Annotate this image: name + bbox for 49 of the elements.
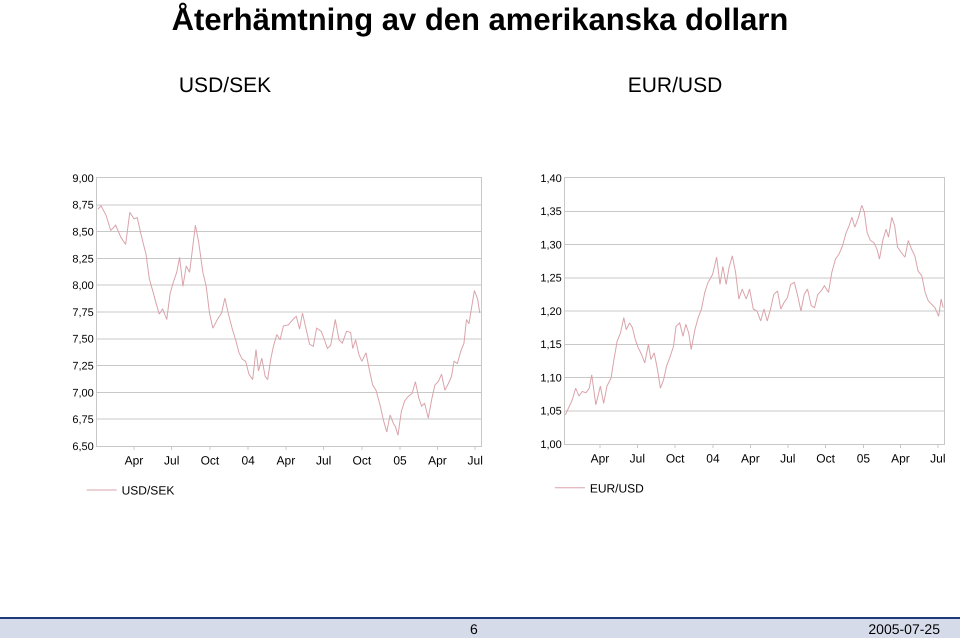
x-tick-label: Jul [468,453,483,468]
x-tick-label: 05 [856,451,870,466]
y-tick-label: 6,50 [72,440,94,453]
y-tick-label: 1,40 [540,172,562,185]
x-tick-label: Jul [164,453,180,468]
y-tick-label: 1,35 [540,206,562,218]
y-tick-label: 1,25 [540,272,562,285]
x-tick-label: Apr [590,451,610,466]
y-tick-label: 1,05 [540,406,562,418]
line-series [565,204,944,416]
x-tick-label: 05 [393,453,408,468]
x-tick-label: Apr [124,453,144,468]
y-tick-label: 7,75 [72,306,94,319]
y-tick-label: 1,15 [540,339,562,352]
x-tick-label: Apr [276,453,296,468]
x-tick-label: Apr [891,451,910,466]
chart-title: EUR/USD [626,74,724,98]
x-tick-label: Oct [352,453,372,468]
chart-subtitle: USD/SEK [178,74,272,98]
x-tick-label: Apr [428,453,447,468]
x-tick-label: Jul [630,451,646,466]
y-tick-label: 7,00 [72,387,94,400]
x-tick-label: 04 [706,451,720,466]
text: 6 [470,621,478,637]
x-tick-label: Oct [816,451,836,466]
y-tick-label: 9,00 [72,172,94,185]
line-series [97,205,480,436]
y-tick-label: 8,25 [72,253,94,266]
x-tick-label: Apr [741,451,760,466]
y-tick-label: 8,50 [72,226,94,238]
y-tick-label: 1,10 [540,372,562,384]
x-tick-label: Oct [200,453,220,468]
y-tick-label: 6,75 [72,414,94,426]
x-tick-label: 04 [241,453,256,468]
y-tick-label: 1,20 [540,306,562,318]
legend-label: USD/SEK [122,484,174,498]
legend-label: EUR/USD [590,481,644,496]
y-tick-label: 1,30 [540,239,562,252]
x-tick-label: Jul [780,451,796,466]
text: 2005-07-25 [868,621,940,637]
y-tick-label: 7,50 [72,334,94,346]
x-tick-label: Jul [316,453,332,468]
y-tick-label: 8,00 [72,280,94,292]
y-tick-label: 8,75 [72,200,94,212]
y-tick-label: 7,25 [72,360,94,372]
x-tick-label: Oct [666,451,686,466]
y-tick-label: 1,00 [540,438,562,451]
chart-title: Återhämtning av den amerikanska dollarn [170,2,790,38]
x-tick-label: Jul [930,451,946,466]
